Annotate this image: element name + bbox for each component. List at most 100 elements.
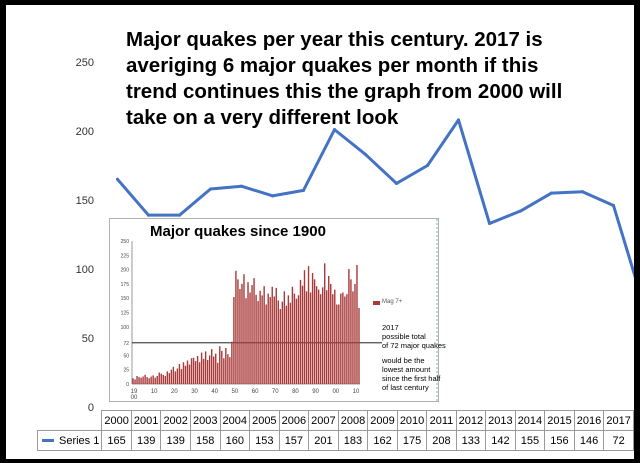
- inset-y-tick-label: 200: [121, 268, 130, 274]
- inset-bar: [158, 372, 160, 384]
- value-cell: 155: [514, 430, 546, 451]
- series-swatch: [42, 439, 54, 443]
- table-corner: [37, 410, 103, 431]
- series-line-segment: [488, 209, 522, 225]
- inset-x-tick-label: 40: [211, 389, 218, 395]
- inset-bar: [146, 377, 148, 384]
- year-cell: 2013: [485, 410, 516, 431]
- inset-bar: [160, 373, 162, 384]
- inset-bar: [237, 279, 239, 384]
- inset-bar: [334, 289, 336, 384]
- series-line-segment: [364, 152, 398, 185]
- data-point: [550, 191, 553, 195]
- series-line-segment: [519, 191, 553, 213]
- series-line-segment: [457, 118, 491, 225]
- inset-bar: [305, 291, 308, 384]
- inset-x-tick-label: 20: [171, 389, 178, 395]
- inset-bar: [176, 368, 179, 384]
- annotation-line-6: since the first half: [382, 374, 441, 383]
- inset-bar: [267, 293, 269, 384]
- inset-bar: [152, 375, 154, 384]
- inset-bar: [178, 363, 181, 384]
- inset-bar: [338, 304, 340, 384]
- inset-bar: [148, 378, 150, 384]
- inset-bar: [336, 304, 338, 384]
- inset-bar: [233, 297, 235, 384]
- headline-line-3: trend continues this the graph from 2000…: [126, 80, 563, 103]
- inset-bar: [295, 298, 298, 384]
- inset-bar: [132, 378, 134, 384]
- year-cell: 2010: [396, 410, 428, 431]
- inset-y-tick-label: 150: [121, 296, 130, 302]
- series-line-segment: [395, 164, 429, 185]
- inset-bar: [251, 285, 253, 384]
- annotation-line-7: of last century: [382, 383, 429, 392]
- headline-line-4: take on a very different look: [126, 106, 399, 129]
- inset-bar: [245, 298, 247, 384]
- y-tick-label: 200: [76, 126, 94, 138]
- inset-bar: [239, 289, 241, 384]
- year-cell: 2014: [514, 410, 546, 431]
- inset-bar: [307, 266, 310, 384]
- series-line-segment: [240, 184, 274, 198]
- annotation-line-2: possible total: [382, 332, 426, 341]
- inset-bar: [196, 355, 199, 384]
- value-cell: 158: [189, 430, 221, 451]
- inset-bar: [342, 292, 344, 384]
- inset-bar: [271, 286, 273, 384]
- inset-bar: [348, 269, 350, 384]
- value-cell: 160: [219, 430, 251, 451]
- series-line-segment: [271, 188, 305, 198]
- inset-bar: [285, 305, 288, 384]
- series-values-row: Series 1 165 139 139 158 160 153 157 201…: [36, 430, 634, 451]
- inset-bar: [309, 292, 312, 384]
- inset-bar: [168, 373, 171, 384]
- inset-bar: [136, 375, 138, 384]
- inset-bar: [142, 376, 144, 384]
- chart-headline: Major quakes per year this century. 2017…: [126, 27, 621, 131]
- inset-y-tick-label: 250: [121, 239, 130, 245]
- data-point: [395, 181, 398, 185]
- inset-bar: [303, 270, 306, 384]
- inset-y-tick-label: 225: [121, 253, 130, 259]
- inset-bar: [138, 377, 140, 384]
- inset-bar: [213, 356, 215, 384]
- inset-bar: [194, 361, 197, 384]
- series-line-segment: [426, 118, 460, 167]
- annotation-line-1: 2017: [382, 323, 399, 332]
- value-cell: 133: [455, 430, 487, 451]
- year-cell: 2000: [101, 410, 132, 431]
- series-line-segment: [550, 190, 584, 195]
- inset-bar: [328, 275, 330, 384]
- data-point: [612, 204, 615, 208]
- inset-bar: [229, 357, 231, 384]
- inset-bar: [332, 294, 334, 384]
- inset-bar: [291, 286, 294, 384]
- series-legend-cell: Series 1: [36, 430, 103, 451]
- value-cell: 201: [308, 430, 339, 451]
- year-cell: 2003: [189, 410, 221, 431]
- inset-bar: [281, 301, 284, 384]
- inset-bar: [319, 294, 322, 384]
- series-line-segment: [612, 204, 634, 279]
- inset-bar: [150, 376, 152, 384]
- data-point: [147, 213, 150, 217]
- inset-bar: [223, 358, 225, 384]
- year-cell: 2012: [455, 410, 487, 431]
- inset-bar: [275, 287, 277, 384]
- inset-legend-label: Mag 7+: [382, 299, 403, 305]
- inset-bar: [313, 279, 316, 384]
- year-header-row: 2000 2001 2002 2003 2004 2005 2006 2007 …: [37, 410, 634, 431]
- year-cell: 2011: [426, 410, 457, 431]
- inset-bar: [180, 369, 183, 384]
- year-cell: 2001: [130, 410, 162, 431]
- series-line-segment: [116, 177, 150, 217]
- inset-bar: [279, 309, 282, 384]
- inset-bar: [198, 362, 201, 384]
- y-tick-label: 0: [88, 402, 94, 414]
- inset-bar: [186, 360, 189, 384]
- value-cell: 165: [101, 430, 132, 451]
- inset-x-tick-label: 90: [312, 389, 319, 395]
- inset-x-tick-label: 10: [151, 389, 158, 395]
